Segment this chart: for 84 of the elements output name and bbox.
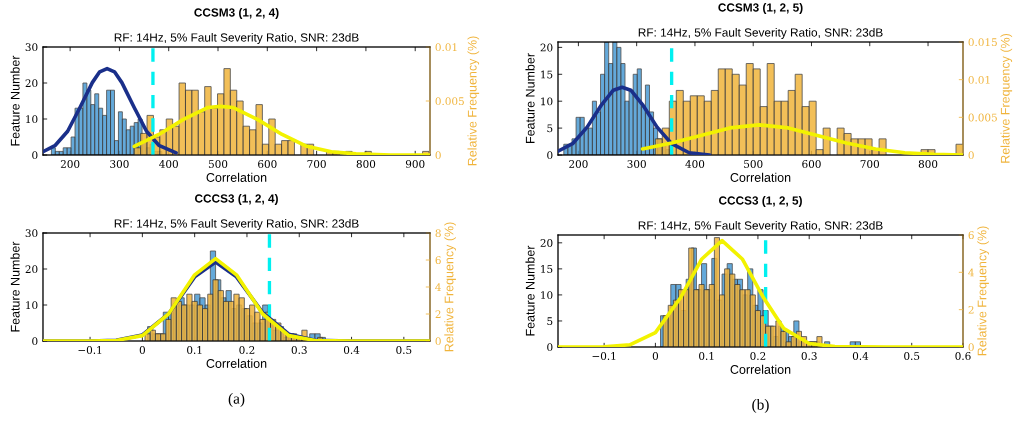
y-tick-label: 10 — [26, 301, 38, 310]
y2-tick-label: 0 — [435, 151, 441, 160]
x-tick-label: 500 — [208, 160, 228, 168]
x-tick-label: 800 — [356, 160, 376, 168]
y-tick-label: 15 — [541, 265, 553, 273]
y-tick-label: 0 — [547, 151, 553, 160]
x-axis-title: Correlation — [730, 364, 791, 374]
y-tick-label: 0 — [32, 337, 38, 346]
text: (a) — [228, 393, 245, 407]
chart-title: CCSM3 (1, 2, 4) — [194, 8, 279, 19]
y2-tick-label: 6 — [435, 256, 441, 265]
y2-tick-label: 0 — [968, 151, 974, 160]
y-tick-label: 20 — [540, 43, 553, 52]
x-tick-label: 700 — [860, 160, 880, 168]
x-tick-label: 500 — [744, 160, 763, 168]
chart-subtitle: RF: 14Hz, 5% Fault Severity Ratio, SNR: 23dB — [638, 28, 883, 39]
x-tick-label: 0.3 — [801, 352, 817, 360]
chart-title: CCSM3 (1, 2, 5) — [718, 3, 803, 14]
y-axis-title: Feature Number — [10, 55, 20, 146]
x-tick-label: 0.5 — [396, 346, 412, 354]
y2-axis-title: Relative Frequency (%) — [977, 226, 989, 356]
x-tick-label: 300 — [110, 160, 129, 168]
chart-title: CCCS3 (1, 2, 5) — [719, 195, 802, 207]
y2-tick-label: 0 — [435, 337, 441, 346]
x-tick-label: 0.4 — [343, 346, 360, 354]
y-tick-label: 30 — [25, 229, 38, 238]
x-tick-label: 700 — [307, 160, 326, 168]
text: (b) — [752, 399, 769, 413]
x-tick-label: 0.2 — [750, 352, 766, 360]
y2-tick-label: 0.005 — [968, 113, 997, 122]
x-tick-label: 200 — [569, 160, 588, 168]
y-tick-label: 30 — [25, 43, 38, 52]
y-tick-label: 10 — [26, 115, 38, 124]
y-tick-label: 0 — [32, 151, 38, 160]
x-tick-label: 200 — [60, 160, 80, 168]
x-axis-title: Correlation — [206, 358, 267, 368]
x-tick-label: 0.6 — [955, 352, 971, 360]
y2-tick-label: 4 — [968, 268, 974, 277]
x-axis-title: Correlation — [730, 172, 791, 182]
y-tick-label: 5 — [547, 124, 553, 133]
y-axis-title: Feature Number — [525, 245, 535, 336]
y2-tick-label: 0.005 — [435, 97, 464, 106]
y-tick-label: 5 — [547, 317, 553, 326]
y2-tick-label: 8 — [435, 229, 441, 238]
x-tick-label: 600 — [258, 160, 277, 168]
y2-tick-label: 6 — [968, 231, 974, 240]
chart-title: CCCS3 (1, 2, 4) — [195, 193, 278, 205]
y2-axis-title: Relative Frequency (%) — [1000, 33, 1013, 163]
x-tick-label: 0.2 — [239, 346, 255, 354]
x-axis-title: Correlation — [206, 172, 267, 182]
x-tick-label: 400 — [685, 160, 705, 168]
x-tick-label: −0.1 — [592, 352, 616, 360]
chart-subtitle: RF: 14Hz, 5% Fault Severity Ratio, SNR: 23dB — [114, 218, 359, 230]
x-tick-label: 300 — [627, 160, 646, 168]
chart-subtitle: RF: 14Hz, 5% Fault Severity Ratio, SNR: 23dB — [638, 220, 883, 232]
y-tick-label: 10 — [541, 291, 553, 300]
x-tick-label: 0.3 — [291, 346, 307, 354]
y-tick-label: 20 — [25, 79, 38, 88]
x-tick-label: 0.1 — [187, 346, 202, 354]
y2-axis-title: Relative Frequency (%) — [467, 36, 480, 166]
x-tick-label: 0 — [652, 352, 659, 360]
x-tick-label: 400 — [159, 160, 178, 168]
x-tick-label: 0 — [139, 346, 145, 354]
x-tick-label: 800 — [918, 160, 938, 168]
y2-tick-label: 0.015 — [968, 38, 997, 47]
x-tick-label: 600 — [802, 160, 821, 168]
x-tick-label: −0.1 — [78, 346, 102, 354]
y-tick-label: 20 — [25, 265, 38, 274]
x-tick-label: 0.5 — [904, 352, 920, 360]
y-tick-label: 20 — [540, 239, 553, 247]
chart-subtitle: RF: 14Hz, 5% Fault Severity Ratio, SNR: 23dB — [114, 33, 359, 44]
x-tick-label: 900 — [405, 160, 425, 168]
y2-tick-label: 2 — [968, 305, 974, 314]
y2-tick-label: 0.01 — [968, 75, 990, 84]
y2-tick-label: 4 — [435, 283, 441, 291]
y-tick-label: 10 — [541, 97, 553, 106]
y-axis-title: Feature Number — [525, 53, 535, 143]
x-tick-label: 0.4 — [852, 352, 869, 360]
y2-tick-label: 2 — [435, 310, 441, 318]
x-tick-label: 0.1 — [699, 352, 714, 360]
y2-tick-label: 0.01 — [435, 43, 457, 52]
y2-axis-title: Relative Frequency (%) — [444, 222, 456, 352]
y-axis-title: Feature Number — [10, 241, 20, 332]
y-tick-label: 15 — [541, 70, 553, 79]
